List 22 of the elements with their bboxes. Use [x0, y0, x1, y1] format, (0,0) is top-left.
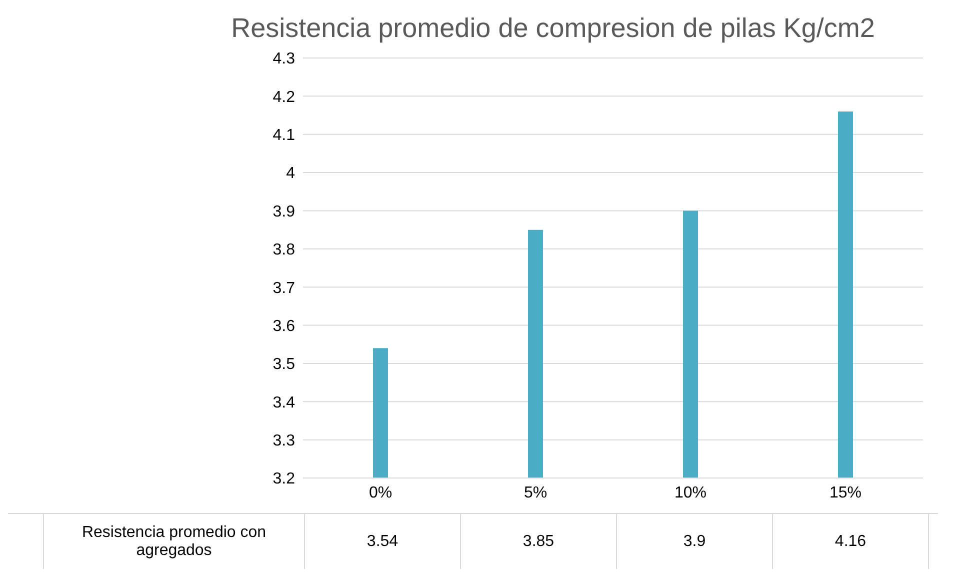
chart-title: Resistencia promedio de compresion de pilas Kg/cm2: [230, 12, 876, 45]
y-tick-label: 4.2: [272, 88, 296, 106]
y-tick-label: 3.9: [272, 203, 296, 220]
x-tick-label: 10%: [674, 484, 707, 502]
y-tick-label: 3.7: [272, 280, 296, 297]
data-label: 4.16: [773, 514, 929, 569]
x-tick-label: 5%: [524, 484, 548, 502]
data-label: 3.9: [617, 514, 773, 569]
data-label: 3.85: [461, 514, 617, 569]
x-tick-label: 15%: [829, 484, 862, 502]
y-tick-label: 3.4: [272, 394, 296, 412]
y-tick-label: 3.6: [272, 318, 296, 335]
y-tick-label: 3.2: [272, 470, 296, 488]
x-tick-label: 0%: [368, 484, 392, 502]
y-tick-label: 3.8: [272, 242, 296, 259]
y-tick-label: 4.3: [272, 50, 296, 68]
y-tick-label: 3.5: [272, 356, 296, 374]
y-tick-label: 4.1: [272, 127, 296, 144]
text: Resistencia promedio con agregados: [43, 514, 305, 569]
y-tick-label: 4: [286, 165, 296, 182]
data-label: 3.54: [305, 514, 461, 569]
y-tick-label: 3.3: [272, 432, 296, 450]
